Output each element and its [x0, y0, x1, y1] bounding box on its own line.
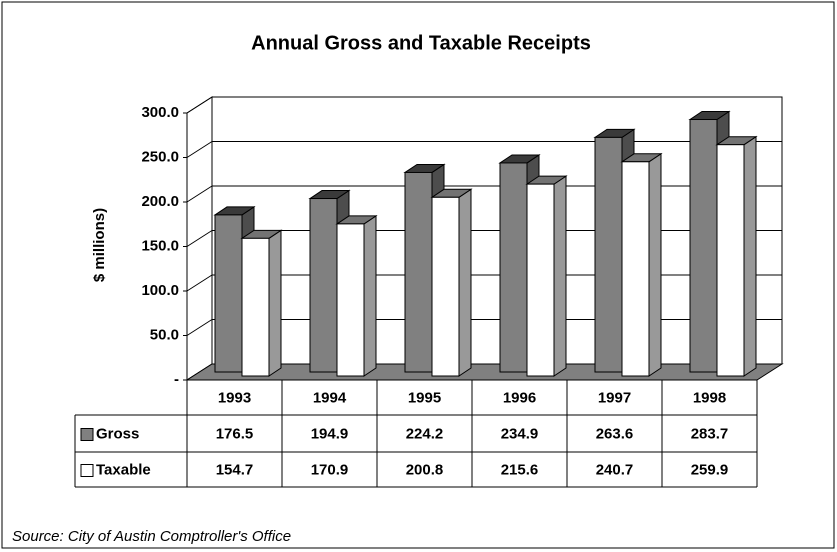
chart-title: Annual Gross and Taxable Receipts — [251, 32, 591, 54]
bar — [309, 198, 338, 373]
x-tick-label: 1995 — [408, 389, 441, 406]
bar-side — [458, 188, 472, 377]
data-label: 215.6 — [501, 461, 539, 478]
y-tick-label: 150.0 — [141, 237, 179, 254]
legend-swatch — [80, 464, 94, 477]
data-label: 176.5 — [216, 425, 254, 442]
bar-side — [363, 214, 377, 377]
bar-side — [553, 175, 567, 377]
x-tick-label: 1994 — [313, 389, 347, 406]
x-tick-label: 1993 — [218, 389, 251, 406]
x-tick-label: 1996 — [503, 389, 536, 406]
bar — [431, 196, 460, 377]
legend-label: Gross — [96, 425, 139, 442]
y-tick-label: 50.0 — [150, 326, 179, 343]
data-label: 234.9 — [501, 425, 539, 442]
y-tick-label: 250.0 — [141, 148, 179, 165]
y-tick-label: 100.0 — [141, 282, 179, 299]
y-tick-label: 300.0 — [141, 104, 179, 121]
bar — [404, 171, 433, 373]
y-axis-label: $ millions) — [91, 208, 108, 282]
data-label: 283.7 — [691, 425, 729, 442]
grid-line-side — [186, 274, 213, 292]
bar — [241, 237, 270, 377]
grid-line-side — [186, 141, 213, 158]
x-tick-label: 1997 — [598, 389, 631, 406]
y-tick-label: 200.0 — [141, 193, 179, 210]
data-label: 259.9 — [691, 461, 729, 478]
bar — [716, 144, 745, 377]
data-label: 224.2 — [406, 425, 444, 442]
source-note: Source: City of Austin Comptroller's Off… — [12, 528, 291, 545]
data-label: 170.9 — [311, 461, 349, 478]
data-label: 194.9 — [311, 425, 349, 442]
legend-swatch — [80, 428, 94, 441]
data-label: 154.7 — [216, 461, 254, 478]
bar-side — [268, 229, 282, 377]
data-label: 240.7 — [596, 461, 634, 478]
bar — [689, 119, 718, 373]
grid-line-side — [186, 185, 213, 203]
bar — [336, 223, 365, 377]
x-tick-label: 1998 — [693, 389, 726, 406]
bar — [499, 162, 528, 373]
bar-side — [648, 152, 662, 377]
bar-side — [743, 135, 757, 377]
bar — [526, 183, 555, 377]
grid-line-side — [186, 319, 213, 336]
grid-line-side — [186, 230, 213, 247]
bar — [621, 161, 650, 377]
legend-label: Taxable — [96, 461, 151, 478]
data-label: 263.6 — [596, 425, 634, 442]
bar — [594, 136, 623, 373]
y-tick-label: - — [174, 371, 179, 388]
data-label: 200.8 — [406, 461, 444, 478]
bar — [214, 214, 243, 373]
grid-line-side — [186, 96, 213, 114]
